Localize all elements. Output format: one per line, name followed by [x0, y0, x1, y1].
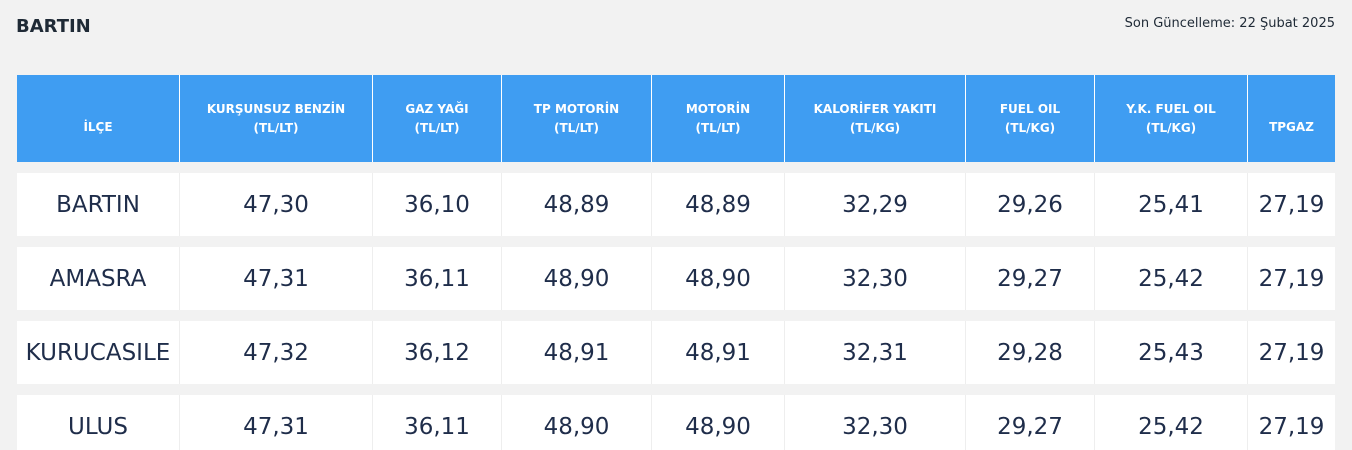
fuel-price-table: İLÇE KURŞUNSUZ BENZİN (TL/LT) GAZ YAĞI (…: [17, 64, 1335, 450]
district-cell: AMASRA: [17, 247, 179, 310]
price-cell: 27,19: [1247, 321, 1335, 384]
price-cell: 29,28: [965, 321, 1094, 384]
price-cell: 27,19: [1247, 173, 1335, 236]
price-cell: 27,19: [1247, 395, 1335, 450]
price-cell: 36,11: [372, 395, 501, 450]
price-cell: 25,42: [1094, 395, 1247, 450]
column-header-tpgaz: TPGAZ: [1247, 75, 1335, 162]
price-cell: 27,19: [1247, 247, 1335, 310]
price-cell: 47,31: [179, 247, 372, 310]
price-cell: 48,89: [651, 173, 784, 236]
price-cell: 48,91: [651, 321, 784, 384]
column-header-high-sulfur-fuel-oil: Y.K. FUEL OIL (TL/KG): [1094, 75, 1247, 162]
column-header-kerosene: GAZ YAĞI (TL/LT): [372, 75, 501, 162]
table-row: ULUS 47,31 36,11 48,90 48,90 32,30 29,27…: [17, 395, 1335, 450]
price-cell: 36,12: [372, 321, 501, 384]
page-title: BARTIN: [16, 16, 91, 37]
price-cell: 48,90: [651, 247, 784, 310]
price-cell: 32,29: [784, 173, 965, 236]
price-cell: 32,30: [784, 395, 965, 450]
price-cell: 29,27: [965, 247, 1094, 310]
district-cell: KURUCASILE: [17, 321, 179, 384]
price-cell: 36,10: [372, 173, 501, 236]
price-cell: 32,30: [784, 247, 965, 310]
price-cell: 36,11: [372, 247, 501, 310]
price-cell: 25,42: [1094, 247, 1247, 310]
price-cell: 48,89: [501, 173, 651, 236]
column-header-diesel: MOTORİN (TL/LT): [651, 75, 784, 162]
price-cell: 48,90: [501, 395, 651, 450]
price-cell: 29,27: [965, 395, 1094, 450]
column-header-tp-diesel: TP MOTORİN (TL/LT): [501, 75, 651, 162]
last-updated-text: Son Güncelleme: 22 Şubat 2025: [1124, 16, 1335, 31]
price-cell: 48,91: [501, 321, 651, 384]
price-cell: 48,90: [501, 247, 651, 310]
price-cell: 47,30: [179, 173, 372, 236]
price-cell: 47,31: [179, 395, 372, 450]
price-cell: 29,26: [965, 173, 1094, 236]
price-cell: 25,41: [1094, 173, 1247, 236]
column-header-district: İLÇE: [17, 75, 179, 162]
column-header-unleaded-gasoline: KURŞUNSUZ BENZİN (TL/LT): [179, 75, 372, 162]
column-header-fuel-oil: FUEL OIL (TL/KG): [965, 75, 1094, 162]
district-cell: BARTIN: [17, 173, 179, 236]
table-row: KURUCASILE 47,32 36,12 48,91 48,91 32,31…: [17, 321, 1335, 384]
price-cell: 32,31: [784, 321, 965, 384]
table-row: AMASRA 47,31 36,11 48,90 48,90 32,30 29,…: [17, 247, 1335, 310]
price-cell: 48,90: [651, 395, 784, 450]
table-header-row: İLÇE KURŞUNSUZ BENZİN (TL/LT) GAZ YAĞI (…: [17, 75, 1335, 162]
price-cell: 25,43: [1094, 321, 1247, 384]
district-cell: ULUS: [17, 395, 179, 450]
table-row: BARTIN 47,30 36,10 48,89 48,89 32,29 29,…: [17, 173, 1335, 236]
price-cell: 47,32: [179, 321, 372, 384]
column-header-heating-oil: KALORİFER YAKITI (TL/KG): [784, 75, 965, 162]
